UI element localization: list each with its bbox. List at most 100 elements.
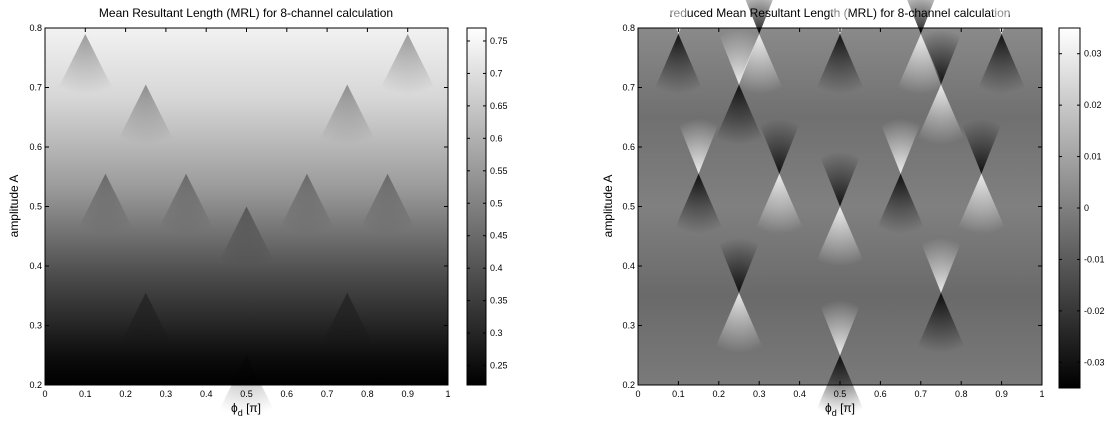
colorbar-tick-label: -0.01 (1084, 254, 1105, 264)
colorbar-tick-label: 0.75 (490, 36, 508, 46)
colorbar-tick-label: 0.02 (1084, 100, 1102, 110)
x-tick-label: 0.5 (834, 389, 847, 399)
y-tick-label: 0.5 (29, 202, 42, 212)
heatmap-cusp (915, 237, 967, 353)
heatmap-cusp (75, 173, 136, 234)
y-axis-label: amplitude A (7, 175, 21, 238)
colorbar-tick-label: 0.35 (490, 296, 508, 306)
mrl-panel: Mean Resultant Length (MRL) for 8-channe… (7, 6, 508, 418)
reduced-mrl-panel: reduced Mean Resultant Length (MRL) for … (601, 0, 1105, 418)
y-tick-label: 0.4 (622, 261, 635, 271)
y-tick-label: 0.2 (29, 380, 42, 390)
x-axis-label-subscript: d (832, 408, 837, 418)
colorbar-tick-label: -0.03 (1084, 357, 1105, 367)
x-tick-label: 0.9 (995, 389, 1008, 399)
x-tick-label: 0.8 (955, 389, 968, 399)
x-axis-ticks: 0 0.1 0.2 0.3 0.4 0.5 0.6 0.7 0.8 0.9 1 (42, 28, 451, 399)
x-axis-ticks: 0 0.1 0.2 0.3 0.4 0.5 0.6 0.7 0.8 0.9 1 (635, 28, 1045, 399)
heatmap-cusp (156, 173, 217, 234)
colorbar-tick-label: 0.65 (490, 101, 508, 111)
x-tick-label: 0.7 (321, 389, 334, 399)
x-tick-label: 0.4 (793, 389, 806, 399)
x-tick-label: 0.9 (401, 389, 414, 399)
y-tick-label: 0.7 (29, 83, 42, 93)
x-tick-label: 0.8 (361, 389, 374, 399)
heatmap-cusp (733, 0, 786, 94)
y-tick-label: 0.5 (622, 202, 635, 212)
colorbar-tick-label: -0.02 (1084, 306, 1105, 316)
colorbar-tick-label: 0 (1084, 203, 1089, 213)
heatmap-cusp (377, 33, 438, 94)
x-tick-label: 0.6 (874, 389, 887, 399)
x-axis-label-symbol: ϕ (231, 401, 238, 415)
heatmap-cusp (874, 118, 927, 234)
x-tick-label: 0.2 (119, 389, 132, 399)
x-tick-label: 0.6 (281, 389, 294, 399)
heatmap-cusp (753, 118, 806, 234)
heatmap-cusp (652, 0, 705, 94)
x-tick-label: 0.4 (200, 389, 213, 399)
heatmap-area (638, 0, 1042, 416)
heatmap-cusp (814, 0, 866, 94)
heatmap-cusp (115, 292, 176, 353)
x-tick-label: 0.3 (160, 389, 173, 399)
y-axis-label: amplitude A (601, 175, 615, 238)
heatmap-cusp (276, 173, 337, 234)
heatmap-cusp (915, 29, 967, 145)
colorbar-gradient (1058, 27, 1081, 389)
x-axis-label-symbol: ϕ (825, 401, 832, 415)
x-tick-label: 0.1 (79, 389, 92, 399)
colorbar-tick-label: 0.55 (490, 166, 508, 176)
heatmap-cusp (672, 118, 725, 234)
heatmap-cusp (216, 206, 277, 267)
colorbar: 0.25 0.3 0.35 0.4 0.45 0.5 0.55 0.6 0.65 0.7 0.75 (466, 27, 508, 386)
colorbar-tick-label: 0.6 (490, 133, 503, 143)
x-tick-label: 0.7 (915, 389, 928, 399)
colorbar-tick-label: 0.7 (490, 68, 503, 78)
y-tick-label: 0.3 (29, 321, 42, 331)
y-tick-label: 0.6 (29, 142, 42, 152)
heatmap-cusp (713, 29, 765, 145)
heatmap-cusp (894, 0, 947, 94)
colorbar-tick-label: 0.03 (1084, 49, 1102, 59)
heatmap-area (45, 28, 448, 416)
colorbar-tick-label: 0.01 (1084, 152, 1102, 162)
heatmap-cusp (317, 84, 378, 145)
x-tick-label: 1 (1039, 389, 1044, 399)
x-axis-label-unit: [π] (243, 401, 261, 415)
x-axis-label: ϕd [π] (825, 401, 855, 418)
colorbar-tick-label: 0.4 (490, 263, 503, 273)
y-tick-label: 0.8 (29, 23, 42, 33)
colorbar: -0.03 -0.02 -0.01 0 0.01 0.02 0.03 (1058, 27, 1105, 389)
colorbar-gradient (466, 27, 487, 386)
x-axis-label-subscript: d (238, 408, 243, 418)
y-axis-ticks: 0.2 0.3 0.4 0.5 0.6 0.7 0.8 (29, 23, 448, 390)
colorbar-tick-label: 0.25 (490, 361, 508, 371)
y-tick-label: 0.7 (622, 83, 635, 93)
x-tick-label: 0.2 (713, 389, 726, 399)
y-tick-label: 0.8 (622, 23, 635, 33)
heatmap-cusp (955, 118, 1008, 234)
x-tick-label: 0 (42, 389, 47, 399)
heatmap-cusp (357, 173, 418, 234)
y-tick-label: 0.6 (622, 142, 635, 152)
x-tick-label: 1 (445, 389, 450, 399)
colorbar-tick-label: 0.5 (490, 198, 503, 208)
heatmap-cusp (55, 33, 116, 94)
heatmap-cusp (713, 237, 765, 353)
y-axis-ticks: 0.2 0.3 0.4 0.5 0.6 0.7 0.8 (622, 23, 1042, 390)
y-tick-label: 0.2 (622, 380, 635, 390)
heatmap-cusp (115, 84, 176, 145)
heatmap-cusp (975, 0, 1028, 94)
heatmap-cusp (814, 151, 866, 267)
colorbar-tick-label: 0.45 (490, 231, 508, 241)
heatmap-cusp (317, 292, 378, 353)
y-tick-label: 0.3 (622, 321, 635, 331)
x-axis-label-unit: [π] (837, 401, 855, 415)
x-tick-label: 0.1 (672, 389, 685, 399)
x-tick-label: 0 (635, 389, 640, 399)
y-tick-label: 0.4 (29, 261, 42, 271)
x-tick-label: 0.5 (240, 389, 253, 399)
